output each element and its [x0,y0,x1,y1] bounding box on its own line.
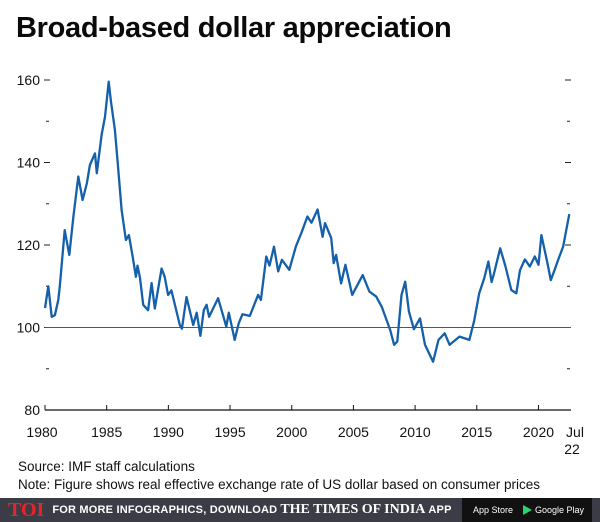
google-play-label: Google Play [534,505,584,515]
y-tick-label: 140 [17,155,41,171]
x-tick-label: 2005 [338,424,369,440]
x-tick-label: 2015 [461,424,492,440]
y-tick-label: 160 [17,72,41,88]
y-tick-label: 80 [24,402,40,418]
promo-prefix: FOR MORE INFOGRAPHICS, DOWNLOAD [52,504,278,516]
chart-title: Broad-based dollar appreciation [16,12,452,44]
x-tick-label: 1980 [26,424,57,440]
play-icon [522,505,532,515]
promo-suffix: APP [428,504,452,516]
y-tick-label: 120 [17,237,41,253]
footer-banner: TOI FOR MORE INFOGRAPHICS, DOWNLOAD THE … [0,498,600,522]
app-store-link[interactable]: App Store [470,505,513,515]
line-chart: 80 100 120 140 160 1980 1985 1990 1995 2000 2005 20… [17,72,584,457]
x-tick-label: 2010 [400,424,431,440]
note-text: Note: Figure shows real effective exchan… [18,477,541,492]
x-end-label-year: 22 [564,441,580,457]
x-tick-label: 2000 [276,424,307,440]
x-end-label-month: Jul [566,424,584,440]
google-play-link[interactable]: Google Play [522,505,584,515]
x-tick-label: 2020 [523,424,554,440]
app-store-label: App Store [472,505,513,515]
toi-logo: TOI [0,498,53,522]
source-text: Source: IMF staff calculations [18,459,195,474]
series-line [43,80,571,363]
brand-name: THE TIMES OF INDIA [280,502,426,517]
y-tick-label: 100 [17,320,41,336]
store-links: App Store Google Play [461,498,592,522]
x-tick-label: 1985 [91,424,122,440]
x-tick-label: 1990 [153,424,184,440]
x-tick-label: 1995 [214,424,245,440]
